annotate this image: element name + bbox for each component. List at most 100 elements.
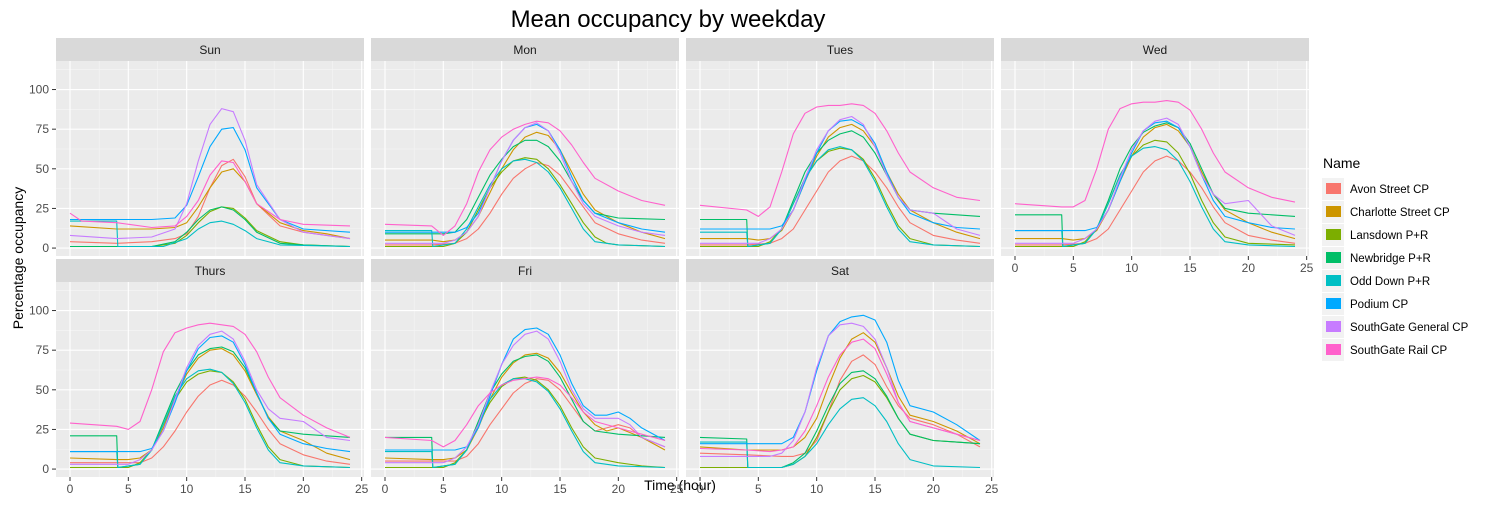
x-tick-label: 20 [612, 482, 626, 496]
strip-label-tues: Tues [827, 43, 853, 57]
legend-item: Podium CP [1322, 293, 1408, 315]
legend-item: Lansdown P+R [1322, 224, 1428, 246]
legend-title: Name [1323, 155, 1361, 171]
panel-fri: Fri 0 5 10 15 20 25 [371, 259, 684, 496]
series-line-sat-southgate-rail-cp [699, 338, 981, 453]
x-tick-label: 25 [355, 482, 369, 496]
legend-item: Odd Down P+R [1322, 270, 1430, 292]
y-tick-label: 25 [36, 201, 50, 215]
series-line-sat-odd-down-p-r [700, 397, 981, 469]
strip-label-wed: Wed [1143, 43, 1167, 57]
y-tick-label: 100 [29, 304, 49, 318]
legend-label: Charlotte Street CP [1350, 207, 1450, 219]
panel-mon: Mon [371, 38, 679, 256]
series-line-mon-southgate-rail-cp [384, 120, 666, 236]
series-line-tues-southgate-rail-cp [699, 103, 981, 217]
x-tick-label: 5 [755, 482, 762, 496]
series-line-mon-avon-street-cp [385, 161, 666, 246]
strip-thurs [56, 259, 364, 282]
legend-label: SouthGate Rail CP [1350, 345, 1447, 357]
strip-mon [371, 38, 679, 61]
x-tick-label: 25 [670, 482, 684, 496]
panel-bg-fri [371, 282, 679, 477]
series-line-thurs-southgate-general-cp [70, 330, 351, 465]
panel-wed: Wed 0 5 10 15 20 25 [1001, 38, 1314, 275]
panel-sun: Sun 0 25 50 75 100 [29, 38, 364, 256]
x-tick-label: 0 [697, 482, 704, 496]
series-line-sun-southgate-rail-cp [69, 160, 351, 229]
y-tick-label: 100 [29, 83, 49, 97]
series-line-sun-odd-down-p-r [70, 220, 351, 248]
series-line-tues-southgate-general-cp [700, 115, 981, 244]
x-tick-label: 20 [297, 482, 311, 496]
y-tick-label: 0 [42, 462, 49, 476]
y-tick-label: 50 [36, 162, 50, 176]
strip-label-mon: Mon [513, 43, 536, 57]
x-tick-label: 15 [868, 482, 882, 496]
series-line-thurs-odd-down-p-r [70, 368, 351, 469]
panel-tues: Tues [686, 38, 994, 256]
x-axis-title: Time (hour) [644, 477, 716, 493]
legend-label: Lansdown P+R [1350, 230, 1428, 242]
x-tick-label: 25 [1300, 261, 1314, 275]
legend-label: SouthGate General CP [1350, 322, 1469, 334]
x-tick-label: 0 [67, 482, 74, 496]
y-tick-label: 0 [42, 241, 49, 255]
panel-bg-sun [56, 61, 364, 256]
legend-swatch [1326, 298, 1341, 309]
x-tick-label: 10 [495, 482, 509, 496]
strip-label-sat: Sat [831, 264, 850, 278]
series-line-wed-southgate-general-cp [1015, 117, 1296, 244]
strip-fri [371, 259, 679, 282]
series-line-fri-southgate-rail-cp [384, 376, 666, 448]
legend-label: Avon Street CP [1350, 184, 1429, 196]
x-tick-label: 15 [238, 482, 252, 496]
legend-swatch [1326, 252, 1341, 263]
series-line-tues-odd-down-p-r [700, 146, 981, 248]
strip-sun [56, 38, 364, 61]
legend: Name Avon Street CP Charlotte Street CP La… [1322, 155, 1469, 361]
x-tick-label: 5 [440, 482, 447, 496]
panel-bg-thurs [56, 282, 364, 477]
series-line-wed-avon-street-cp [1015, 155, 1296, 246]
x-tick-label: 15 [553, 482, 567, 496]
series-line-tues-avon-street-cp [700, 155, 981, 246]
series-line-fri-avon-street-cp [385, 378, 666, 462]
x-tick-label: 10 [1125, 261, 1139, 275]
series-line-mon-southgate-general-cp [385, 122, 666, 244]
series-line-fri-podium-cp [385, 327, 666, 451]
panel-bg-wed [1001, 61, 1309, 256]
legend-items: Avon Street CP Charlotte Street CP Lansdow… [1322, 178, 1469, 361]
legend-item: SouthGate Rail CP [1322, 339, 1447, 361]
series-line-sun-newbridge-p-r [70, 206, 351, 248]
legend-item: Newbridge P+R [1322, 247, 1431, 269]
x-tick-label: 10 [180, 482, 194, 496]
legend-swatch [1326, 183, 1341, 194]
legend-swatch [1326, 275, 1341, 286]
series-line-mon-podium-cp [385, 123, 666, 233]
x-tick-label: 15 [1183, 261, 1197, 275]
legend-label: Newbridge P+R [1350, 253, 1431, 265]
legend-item: SouthGate General CP [1322, 316, 1469, 338]
legend-item: Avon Street CP [1322, 178, 1429, 200]
y-tick-label: 25 [36, 422, 50, 436]
chart-title: Mean occupancy by weekday [511, 6, 826, 33]
x-tick-label: 25 [985, 482, 999, 496]
x-tick-label: 10 [810, 482, 824, 496]
series-line-wed-odd-down-p-r [1015, 146, 1296, 248]
legend-swatch [1326, 321, 1341, 332]
series-line-thurs-avon-street-cp [70, 379, 351, 465]
series-line-sat-avon-street-cp [699, 354, 981, 457]
x-tick-label: 20 [927, 482, 941, 496]
strip-tues [686, 38, 994, 61]
legend-item: Charlotte Street CP [1322, 201, 1450, 223]
y-tick-label: 75 [36, 343, 50, 357]
strip-label-thurs: Thurs [195, 264, 226, 278]
strip-label-sun: Sun [199, 43, 220, 57]
panel-bg-mon [371, 61, 679, 256]
legend-swatch [1326, 229, 1341, 240]
strip-wed [1001, 38, 1309, 61]
